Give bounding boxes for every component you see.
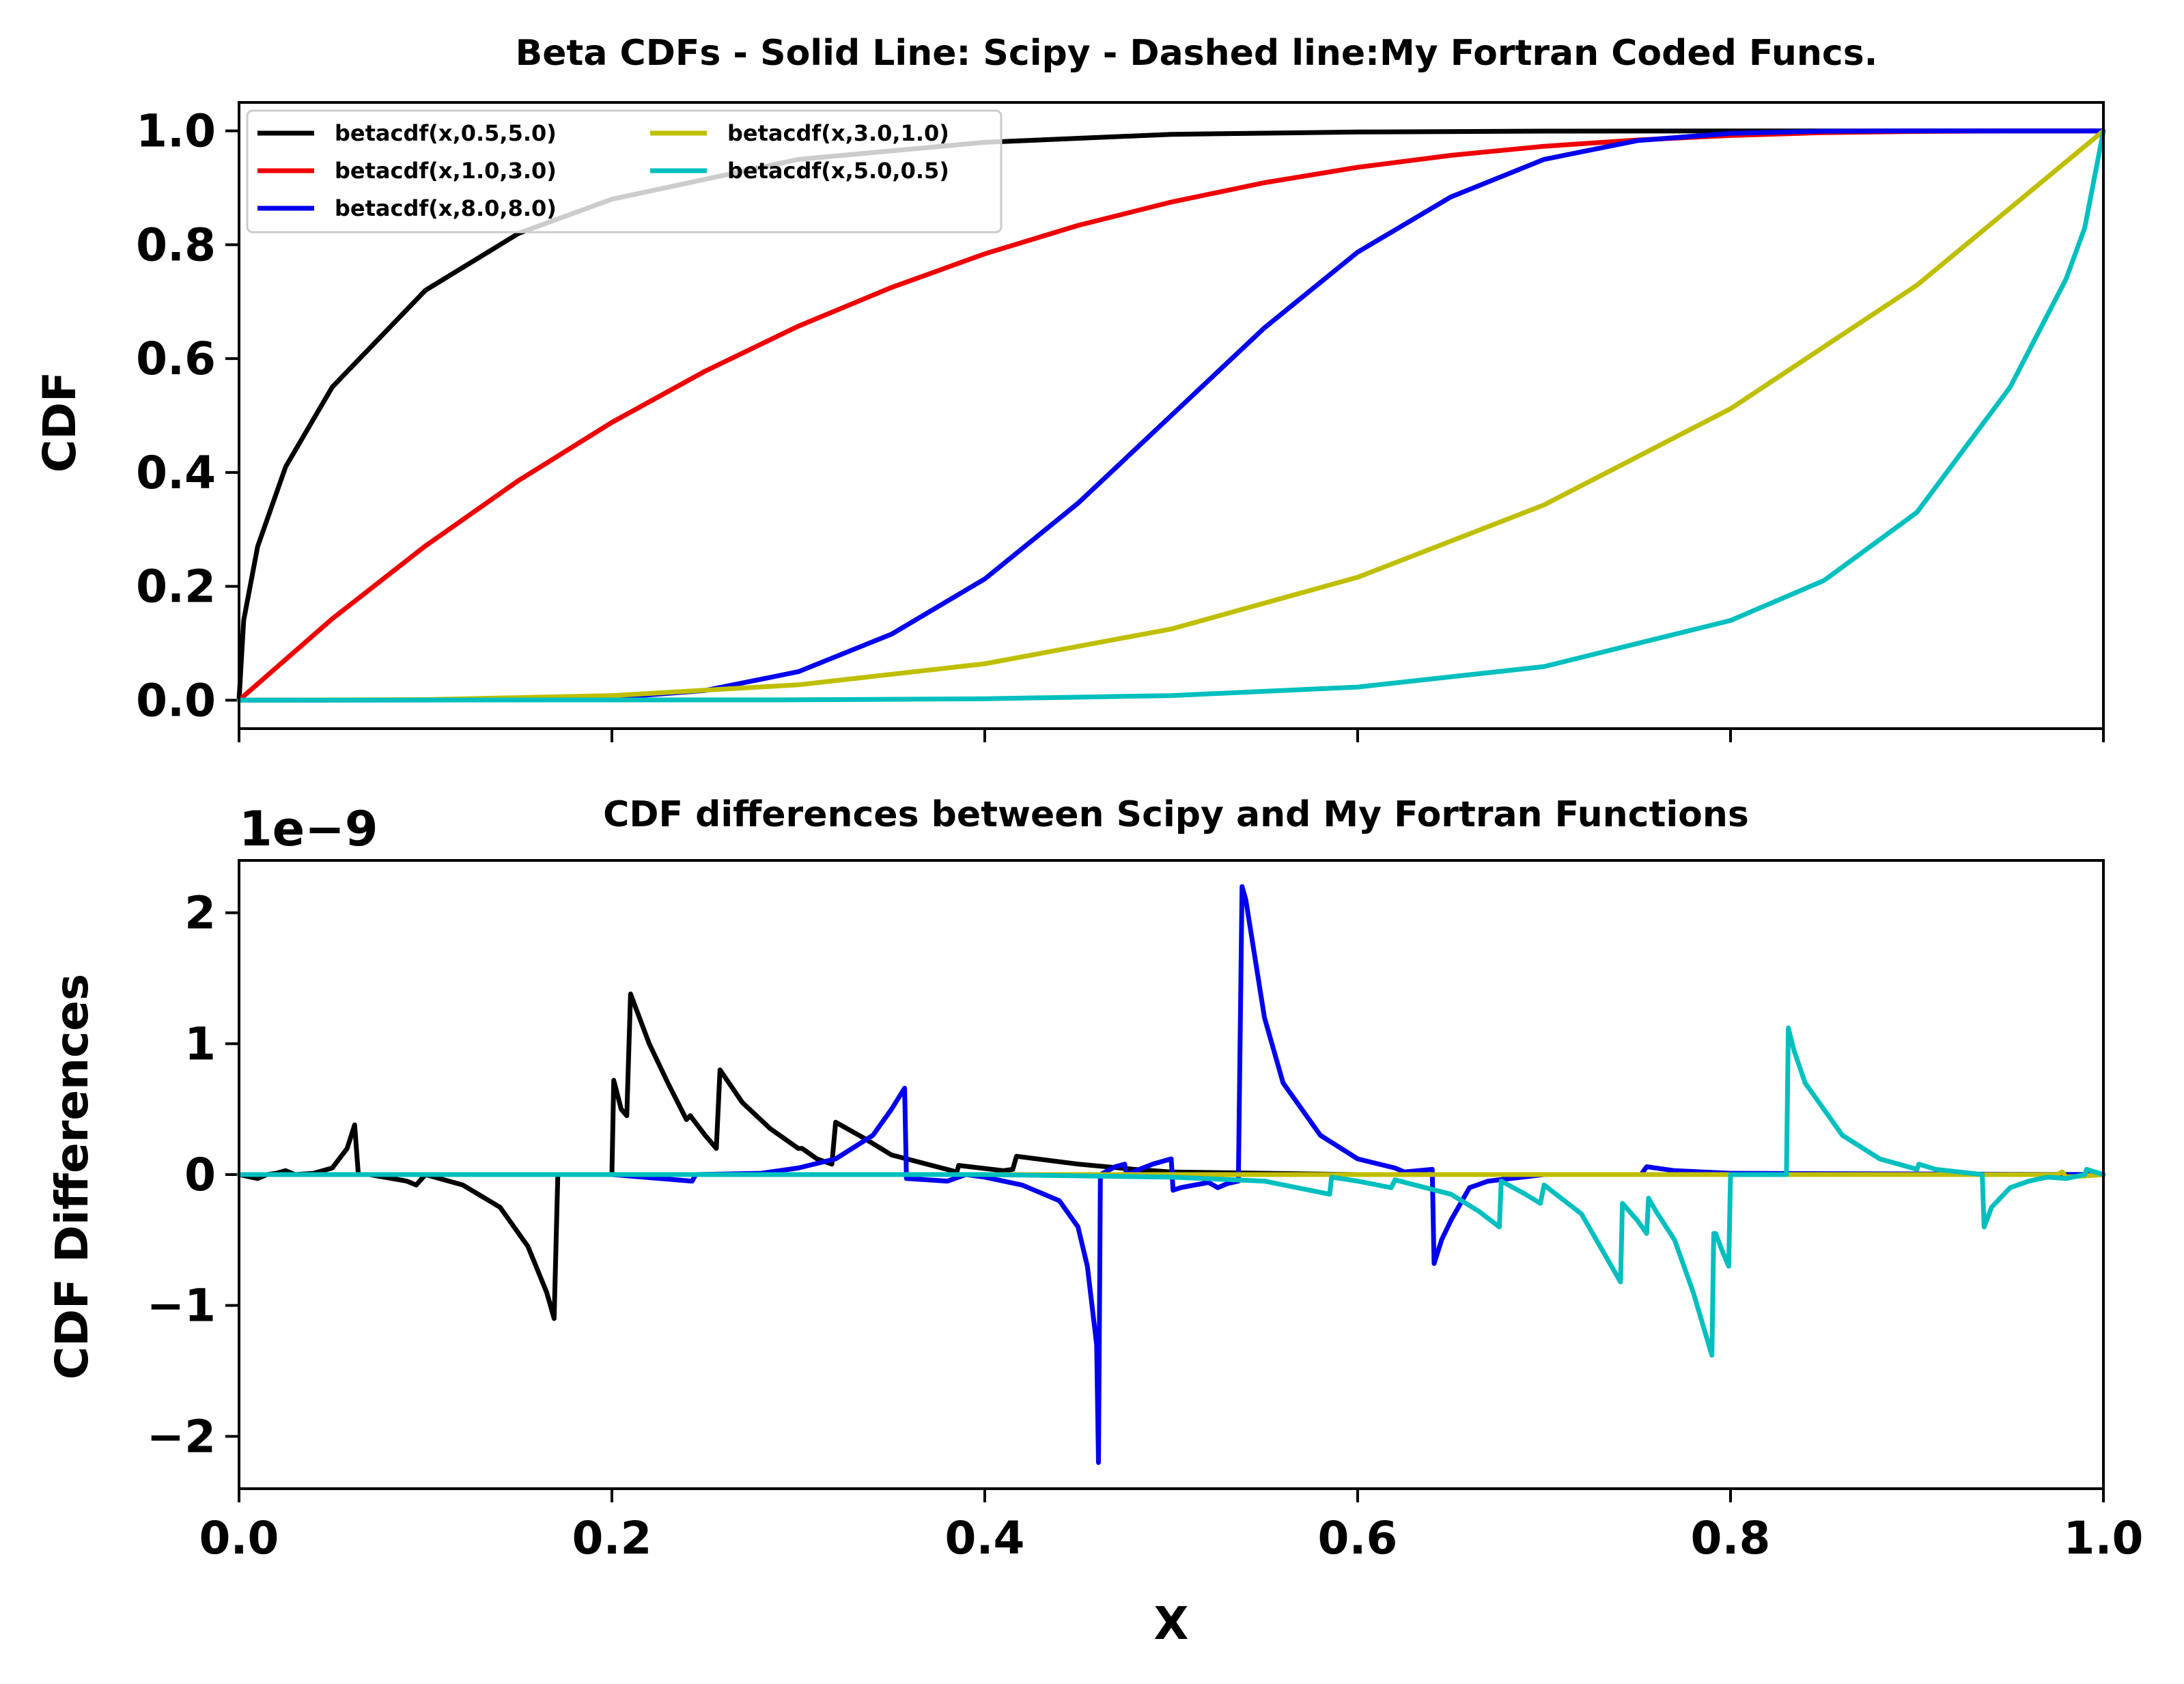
legend-entry-0: betacdf(x,0.5,5.0) [257,120,557,146]
difference-y-tick-label: −1 [147,1280,216,1332]
difference-y-tick-label: 2 [184,887,216,940]
difference-x-tick-label: 0.6 [1318,1512,1398,1564]
cdf-y-tick-label: 1.0 [136,105,216,158]
difference-chart: CDF differences between Scipy and My For… [46,794,2143,1650]
difference-x-tick-label: 0.2 [572,1512,652,1564]
difference-chart-title: CDF differences between Scipy and My For… [603,794,1749,835]
difference-series [236,884,2106,1465]
difference-y-tick-label: 0 [184,1149,216,1201]
cdf-y-ticks: 0.0 0.2 0.4 0.6 0.8 1.0 [136,105,239,727]
cdf-chart: Beta CDFs - Solid Line: Scipy - Dashed l… [33,33,2106,742]
x-axis-label: X [1154,1597,1189,1650]
cdf-legend: betacdf(x,0.5,5.0) betacdf(x,1.0,3.0) be… [246,109,1003,234]
legend-entry-2: betacdf(x,8.0,8.0) [257,195,557,221]
cdf-plot-frame [238,101,2105,730]
cdf-x-ticks [238,729,2105,742]
cdf-chart-title: Beta CDFs - Solid Line: Scipy - Dashed l… [516,33,1878,74]
legend-label: betacdf(x,5.0,0.5) [727,158,949,184]
cdf-series-line-4 [236,128,2106,703]
difference-series-line-0 [236,992,2106,1321]
difference-y-ticks: −2 −1 0 1 2 [147,887,239,1463]
legend-entry-1: betacdf(x,1.0,3.0) [257,158,557,184]
cdf-y-tick-label: 0.2 [136,561,216,613]
difference-series-line-2 [236,884,2106,1465]
difference-x-tick-label: 0.0 [199,1512,279,1564]
cdf-y-tick-label: 0.4 [136,447,216,499]
legend-label: betacdf(x,8.0,8.0) [335,195,557,221]
difference-x-tick-label: 0.4 [945,1512,1025,1564]
legend-box [246,109,1003,234]
cdf-y-tick-label: 0.0 [136,674,216,727]
legend-label: betacdf(x,1.0,3.0) [335,158,557,184]
difference-y-tick-label: −2 [147,1410,216,1463]
difference-x-ticks: 0.0 0.2 0.4 0.6 0.8 1.0 [199,1489,2144,1564]
difference-y-axis-label: CDF Differences [46,974,98,1379]
difference-y-tick-label: 1 [184,1018,216,1070]
cdf-series-line-3 [236,128,2106,703]
difference-x-tick-label: 0.8 [1691,1512,1771,1564]
legend-entry-3: betacdf(x,3.0,1.0) [650,120,949,146]
legend-entry-4: betacdf(x,5.0,0.5) [650,158,949,184]
legend-label: betacdf(x,3.0,1.0) [727,120,949,146]
difference-plot-frame [238,859,2105,1490]
difference-x-tick-label: 1.0 [2064,1512,2144,1564]
legend-label: betacdf(x,0.5,5.0) [335,120,557,146]
cdf-y-tick-label: 0.8 [136,219,216,271]
cdf-y-tick-label: 0.6 [136,333,216,385]
y-offset-label: 1e−9 [239,801,378,857]
difference-series-line-4 [236,1025,2106,1358]
cdf-y-axis-label: CDF [33,371,86,473]
